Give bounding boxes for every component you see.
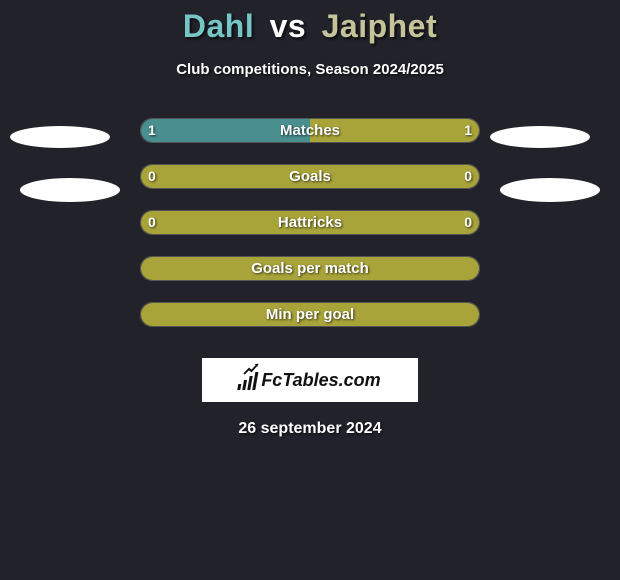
- stat-bar-track: [140, 118, 480, 143]
- decorative-ellipse: [20, 178, 120, 202]
- stat-value-right: 0: [464, 210, 472, 235]
- logo-box: FcTables.com: [202, 358, 418, 402]
- stat-value-right: 1: [464, 118, 472, 143]
- logo-bars-icon: [238, 370, 260, 390]
- player2-name: Jaiphet: [322, 8, 438, 44]
- decorative-ellipse: [490, 126, 590, 148]
- stat-bar-track: [140, 256, 480, 281]
- stat-value-left: 1: [148, 118, 156, 143]
- logo-text: FcTables.com: [261, 370, 380, 391]
- stat-bar-track: [140, 164, 480, 189]
- stat-row: Goals per match: [0, 256, 620, 302]
- page-title: Dahl vs Jaiphet: [0, 0, 620, 45]
- stat-row: Hattricks00: [0, 210, 620, 256]
- vs-label: vs: [264, 8, 313, 44]
- stat-bar-fill-right: [310, 119, 479, 142]
- stats-container: Matches11Goals00Hattricks00Goals per mat…: [0, 118, 620, 348]
- decorative-ellipse: [500, 178, 600, 202]
- decorative-ellipse: [10, 126, 110, 148]
- stat-value-left: 0: [148, 164, 156, 189]
- stat-bar-fill: [141, 211, 479, 234]
- stat-bar-track: [140, 210, 480, 235]
- date-label: 26 september 2024: [0, 420, 620, 438]
- subtitle: Club competitions, Season 2024/2025: [0, 61, 620, 78]
- stat-bar-fill: [141, 257, 479, 280]
- stat-bar-fill: [141, 303, 479, 326]
- stat-row: Min per goal: [0, 302, 620, 348]
- stat-bar-fill: [141, 165, 479, 188]
- stat-bar-fill-left: [141, 119, 310, 142]
- stat-value-right: 0: [464, 164, 472, 189]
- stat-bar-track: [140, 302, 480, 327]
- stat-value-left: 0: [148, 210, 156, 235]
- player1-name: Dahl: [183, 8, 254, 44]
